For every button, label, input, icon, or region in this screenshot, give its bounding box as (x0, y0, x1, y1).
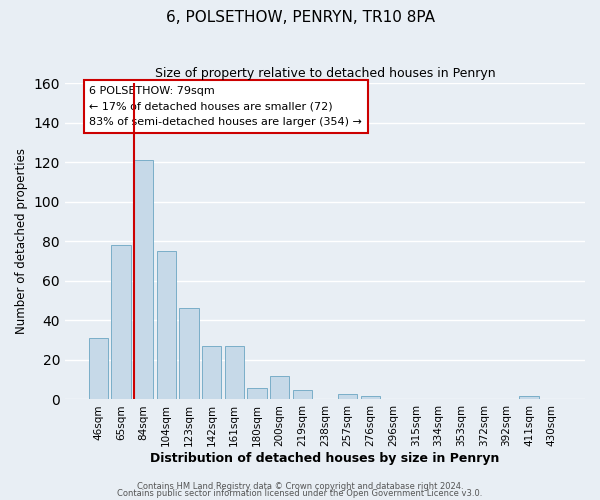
Title: Size of property relative to detached houses in Penryn: Size of property relative to detached ho… (155, 68, 495, 80)
Bar (224, 346, 244, 400)
Text: 6 POLSETHOW: 79sqm
← 17% of detached houses are smaller (72)
83% of semi-detache: 6 POLSETHOW: 79sqm ← 17% of detached hou… (89, 86, 362, 127)
Bar (338, 394, 357, 400)
Bar (111, 245, 131, 400)
Bar (293, 390, 312, 400)
Bar (520, 396, 539, 400)
Bar (134, 160, 153, 400)
Y-axis label: Number of detached properties: Number of detached properties (15, 148, 28, 334)
Text: Contains public sector information licensed under the Open Government Licence v3: Contains public sector information licen… (118, 490, 482, 498)
Bar (89, 338, 108, 400)
Bar (247, 388, 266, 400)
Bar (202, 346, 221, 400)
Text: Contains HM Land Registry data © Crown copyright and database right 2024.: Contains HM Land Registry data © Crown c… (137, 482, 463, 491)
Bar (179, 308, 199, 400)
Text: 6, POLSETHOW, PENRYN, TR10 8PA: 6, POLSETHOW, PENRYN, TR10 8PA (166, 10, 434, 25)
Bar (157, 251, 176, 400)
Bar (270, 376, 289, 400)
X-axis label: Distribution of detached houses by size in Penryn: Distribution of detached houses by size … (150, 452, 500, 465)
Bar (361, 396, 380, 400)
